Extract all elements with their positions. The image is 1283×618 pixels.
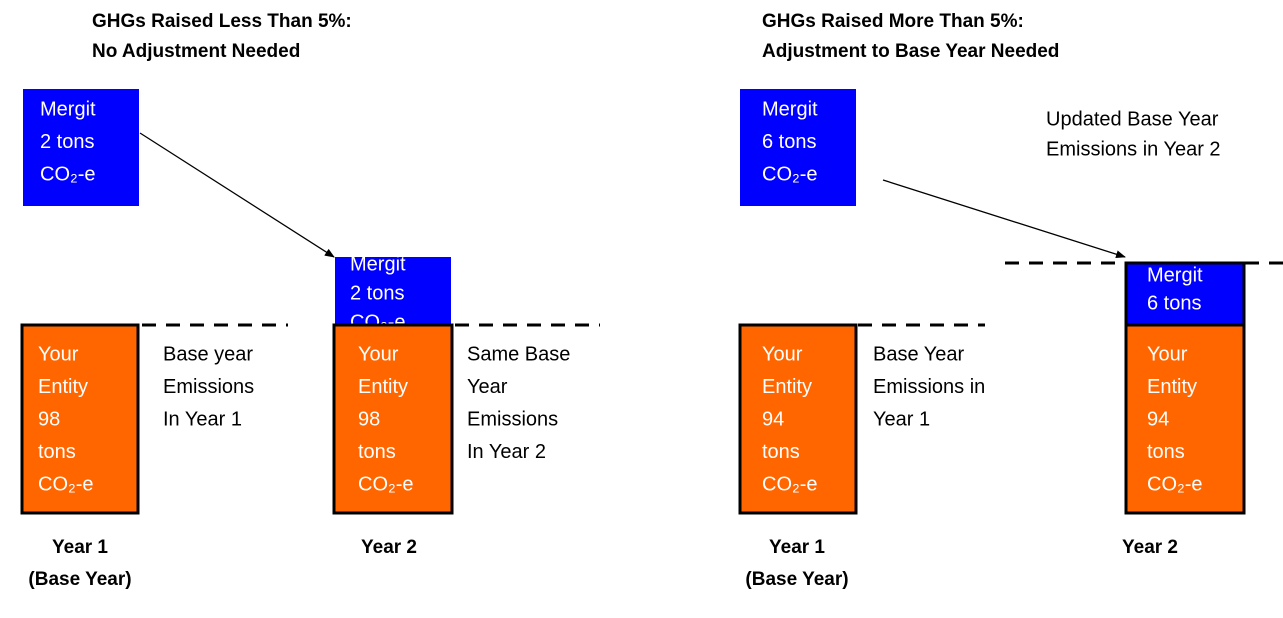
entity-box	[332, 323, 454, 515]
note-label: Emissions in Year 2	[1046, 138, 1221, 160]
entity-box	[1124, 323, 1246, 515]
box-label: CO₂-e	[40, 163, 96, 185]
arrow	[882, 179, 1126, 259]
box-label: Your	[38, 343, 79, 365]
note-label: Base year	[163, 343, 253, 365]
box-label: Mergit	[40, 98, 96, 120]
box-label: Mergit	[350, 253, 406, 275]
box-label: Entity	[38, 376, 88, 398]
year-label: Year 2	[361, 537, 417, 558]
box-label: 98	[358, 408, 380, 430]
box-label: Entity	[762, 376, 812, 398]
year-label: (Base Year)	[28, 569, 131, 590]
box-label: CO₂-e	[762, 163, 818, 185]
entity-box	[20, 323, 140, 515]
note-label: Updated Base Year	[1046, 108, 1219, 130]
box-label: Mergit	[1147, 264, 1203, 286]
box-label: Your	[762, 343, 803, 365]
box-label: CO₂-e	[38, 473, 94, 495]
box-label: Entity	[358, 376, 408, 398]
box-label: CO₂-e	[1147, 473, 1203, 495]
box-label: CO₂-e	[358, 473, 414, 495]
year-label: Year 1	[52, 537, 108, 558]
note-label: Emissions	[467, 408, 558, 430]
box-label: tons	[38, 441, 76, 463]
box-label: 94	[1147, 408, 1169, 430]
note-label: In Year 1	[163, 408, 242, 430]
note-label: In Year 2	[467, 441, 546, 463]
box-label: 2 tons	[350, 282, 404, 304]
box-label: 6 tons	[1147, 292, 1201, 314]
box-label: CO₂-e	[762, 473, 818, 495]
box-label: Entity	[1147, 376, 1197, 398]
note-label: Base Year	[873, 343, 965, 365]
note-label: Emissions in	[873, 376, 985, 398]
panel-title: Adjustment to Base Year Needed	[762, 41, 1059, 62]
box-label: tons	[358, 441, 396, 463]
note-label: Emissions	[163, 376, 254, 398]
box-label: tons	[762, 441, 800, 463]
box-label: Your	[1147, 343, 1188, 365]
box-label: 2 tons	[40, 131, 94, 153]
note-label: Year 1	[873, 408, 930, 430]
merger-box	[335, 257, 451, 325]
box-label: Your	[358, 343, 399, 365]
arrow	[139, 132, 335, 258]
panel-title: No Adjustment Needed	[92, 41, 300, 62]
note-label: Year	[467, 376, 508, 398]
note-label: Same Base	[467, 343, 570, 365]
merger-box	[740, 89, 856, 206]
box-label: tons	[1147, 441, 1185, 463]
box-label: 6 tons	[762, 131, 816, 153]
year-label: (Base Year)	[745, 569, 848, 590]
box-label: Mergit	[762, 98, 818, 120]
merger-box	[1124, 261, 1246, 327]
merger-box	[23, 89, 139, 206]
panel-title: GHGs Raised Less Than 5%:	[92, 11, 352, 32]
entity-box	[738, 323, 858, 515]
box-label: 98	[38, 408, 60, 430]
panel-title: GHGs Raised More Than 5%:	[762, 11, 1024, 32]
year-label: Year 2	[1122, 537, 1178, 558]
box-label: 94	[762, 408, 784, 430]
year-label: Year 1	[769, 537, 825, 558]
